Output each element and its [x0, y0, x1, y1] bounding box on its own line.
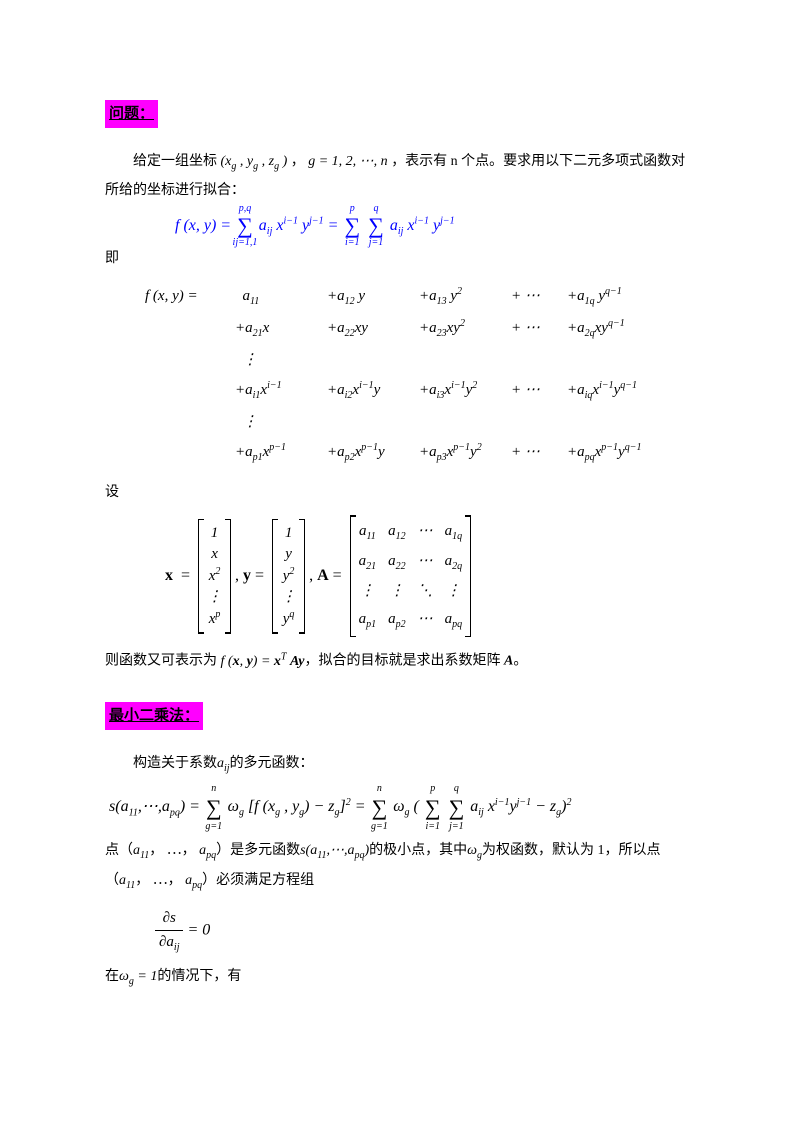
matrix-a-ref: A	[504, 654, 513, 669]
math-apq: apq	[199, 843, 216, 858]
math-g-range: g = 1, 2, ⋯, n	[308, 154, 387, 169]
math-aij: aij	[217, 756, 230, 771]
text: ）是多元函数	[216, 843, 300, 858]
paragraph-fn-repr: 则函数又可表示为 f (x, y) = xT Ay，拟合的目标就是求出系数矩阵 …	[105, 647, 688, 676]
rhs: = 0	[187, 922, 210, 939]
math-omega-1: ωg = 1	[119, 969, 157, 984]
text: 在	[105, 969, 119, 984]
text: 构造关于系数	[133, 756, 217, 771]
text: 的多元函数：	[230, 756, 314, 771]
paragraph-omega-one: 在ωg = 1的情况下，有	[105, 963, 688, 992]
math-omega-g: ωg	[467, 843, 482, 858]
text: 。	[513, 654, 527, 669]
paragraph-construct: 构造关于系数aij的多元函数：	[105, 750, 688, 779]
text: ， ⋯，	[149, 843, 199, 858]
heading-lsq: 最小二乘法：	[105, 702, 203, 730]
math-a11: a11	[133, 843, 149, 858]
text: 的情况下，有	[157, 969, 241, 984]
text: 给定一组坐标	[133, 154, 217, 169]
page: 问题： 给定一组坐标 (xg , yg , zg ) ， g = 1, 2, ⋯…	[0, 0, 793, 1122]
math-s-fn: s(a11,⋯,apq)	[300, 843, 369, 858]
text: ，	[291, 154, 305, 169]
text: ，拟合的目标就是求出系数矩阵	[304, 654, 504, 669]
paragraph-minimum: 点（a11， ⋯， apq）是多元函数s(a11,⋯,apq)的极小点，其中ωg…	[105, 836, 688, 898]
math-xtay: f (x, y) = xT Ay	[217, 654, 304, 669]
math-a11b: a11	[119, 873, 135, 888]
matrix-a: a11a12⋯a1q a21a22⋯a2q ⋮⋮⋱⋮ ap1ap2⋯apq	[350, 515, 472, 637]
text: ）必须满足方程组	[202, 873, 314, 888]
text: ， ⋯，	[135, 873, 185, 888]
formula-partial: ∂s∂aij = 0	[155, 907, 688, 955]
heading-problem: 问题：	[105, 100, 158, 128]
formula-expansion: f (x, y) = a11 +a12 y +a13 y2 + ⋯ +a1q y…	[145, 281, 688, 469]
text: 则函数又可表示为	[105, 654, 217, 669]
formula-s: s(a11,⋯,apq) = n∑g=1 ωg [f (xg , yg) − z…	[109, 791, 688, 824]
paragraph-intro: 给定一组坐标 (xg , yg , zg ) ， g = 1, 2, ⋯, n …	[105, 148, 688, 205]
label-ji: 即	[105, 245, 688, 273]
label-she: 设	[105, 479, 688, 507]
math-apqb: apq	[185, 873, 202, 888]
vector-x: 1xx2⋮xp	[198, 519, 231, 634]
text: 点（	[105, 843, 133, 858]
formula-main: f (x, y) = p,q∑ij=1,1 aij xi−1 yj−1 = p∑…	[175, 213, 688, 239]
matrices-definition: x = 1xx2⋮xp , y = 1yy2⋮yq , A = a11a12⋯a…	[165, 515, 688, 637]
vector-y: 1yy2⋮yq	[272, 519, 305, 634]
math-coords: (xg , yg , zg )	[221, 154, 288, 169]
text: 的极小点，其中	[369, 843, 467, 858]
